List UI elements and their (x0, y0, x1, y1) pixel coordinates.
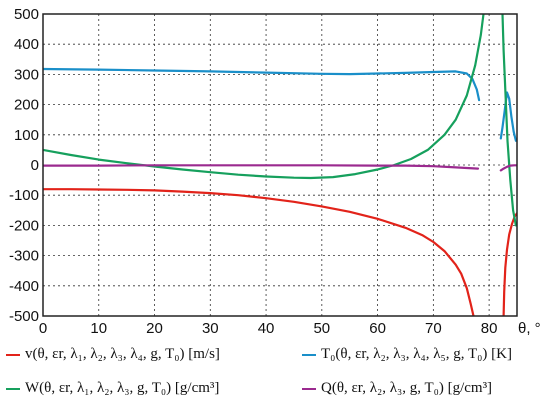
legend-item-q: Q(θ, εr, λ₂, λ₃, g, T₀) [g/cm³] (302, 380, 492, 397)
x-tick-label: 50 (313, 320, 330, 336)
y-tick-label: -100 (9, 187, 39, 204)
plot-frame (42, 13, 518, 317)
x-tick-label: 60 (369, 320, 386, 336)
series-layer (43, 14, 517, 316)
x-axis-label: θ, ° (518, 320, 541, 336)
legend-label-t: T₀(θ, εr, λ₂, λ₃, λ₄, λ₅, g, T₀) [K] (321, 346, 512, 362)
series-line-1-segment-1 (499, 91, 517, 142)
legend-swatch-v (6, 353, 20, 356)
series-line-3-segment-1 (499, 164, 517, 172)
x-tick-label: 80 (481, 320, 498, 336)
y-tick-label: 200 (14, 97, 39, 114)
series-line-3-segment-0 (43, 164, 480, 170)
series-line-0-segment-1 (502, 212, 517, 316)
series-line-2-segment-1 (501, 14, 517, 227)
x-tick-label: 30 (202, 320, 219, 336)
legend-item-t: T₀(θ, εr, λ₂, λ₃, λ₄, λ₅, g, T₀) [K] (302, 346, 512, 363)
grid (43, 14, 517, 316)
x-tick-label: 10 (90, 320, 107, 336)
y-tick-label: 100 (14, 127, 39, 144)
y-tick-label: -500 (9, 308, 39, 325)
legend-swatch-t (302, 353, 316, 356)
x-tick-label: 40 (258, 320, 275, 336)
series-line-0-segment-0 (43, 188, 475, 316)
tick-labels: 0 10 20 30 40 50 60 70 80 θ, ° 500 400 300 200 100 0 -10… (9, 6, 541, 336)
y-tick-label: 500 (14, 6, 39, 23)
x-tick-label: 0 (39, 320, 47, 336)
series-line-2-segment-0 (43, 14, 485, 180)
legend-label-w: W(θ, εr, λ₁, λ₂, λ₃, g, T₀) [g/cm³] (25, 380, 220, 396)
legend-label-v: v(θ, εr, λ₁, λ₂, λ₃, λ₄, g, T₀) [m/s] (25, 346, 220, 362)
legend-swatch-q (302, 387, 316, 390)
series-line-1-segment-0 (43, 67, 481, 102)
legend-swatch-w (6, 387, 20, 390)
x-tick-label: 70 (425, 320, 442, 336)
legend: v(θ, εr, λ₁, λ₂, λ₃, λ₄, g, T₀) [m/s] T₀… (0, 336, 550, 413)
y-tick-label: 400 (14, 36, 39, 53)
x-tick-label: 20 (146, 320, 163, 336)
legend-item-w: W(θ, εr, λ₁, λ₂, λ₃, g, T₀) [g/cm³] (6, 380, 219, 397)
y-tick-label: -300 (9, 248, 39, 265)
y-tick-label: 0 (31, 157, 39, 174)
y-tick-label: -400 (9, 278, 39, 295)
y-tick-label: -200 (9, 217, 39, 234)
y-tick-label: 300 (14, 66, 39, 83)
legend-item-v: v(θ, εr, λ₁, λ₂, λ₃, λ₄, g, T₀) [m/s] (6, 346, 220, 363)
line-chart: 0 10 20 30 40 50 60 70 80 θ, ° 500 400 300 200 100 0 -10… (9, 6, 541, 336)
legend-label-q: Q(θ, εr, λ₂, λ₃, g, T₀) [g/cm³] (321, 380, 493, 396)
